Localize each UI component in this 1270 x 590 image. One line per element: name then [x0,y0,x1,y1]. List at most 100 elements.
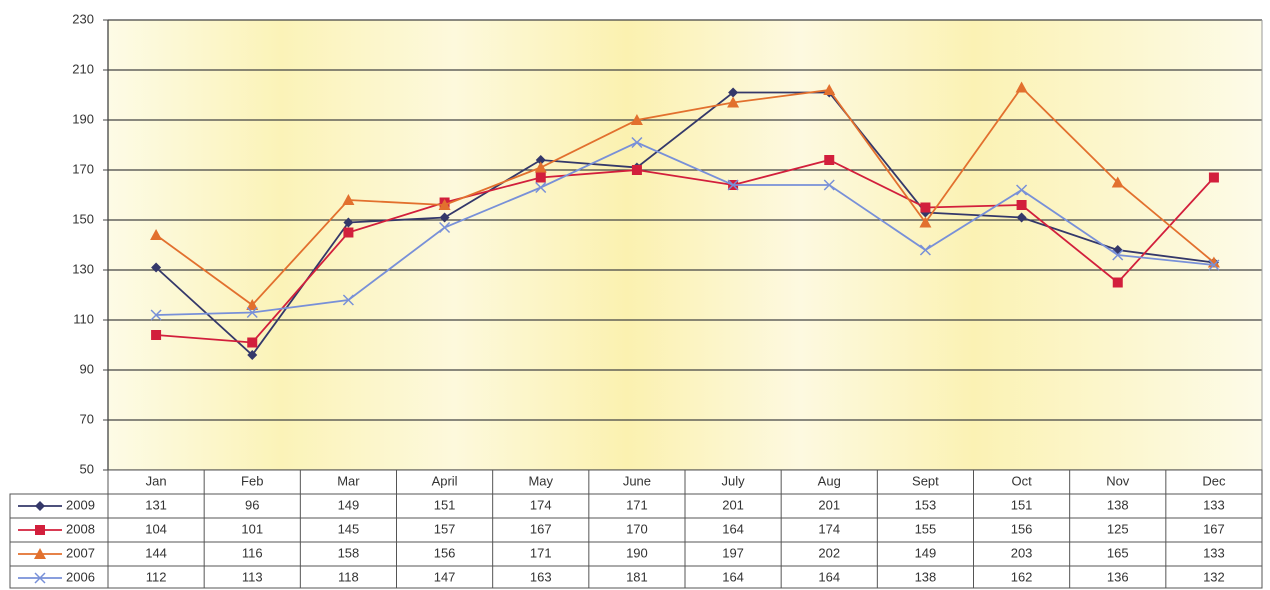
x-tick-label: April [432,473,458,488]
table-value: 167 [1203,521,1225,536]
table-value: 147 [434,569,456,584]
marker [150,309,162,321]
table-value: 156 [434,545,456,560]
marker [35,501,45,511]
table-value: 144 [145,545,167,560]
marker [728,87,739,98]
y-tick-label: 90 [80,361,94,376]
marker [1208,259,1220,271]
x-tick-label: May [528,473,553,488]
marker [1016,184,1028,196]
marker [727,179,739,191]
marker [343,227,354,238]
table-value: 96 [245,497,259,512]
table-value: 116 [242,545,263,560]
table-value: 170 [626,521,648,536]
marker [35,525,45,535]
x-tick-label: Oct [1011,473,1032,488]
x-tick-label: Dec [1202,473,1226,488]
table-value: 162 [1011,569,1033,584]
table-value: 149 [915,545,937,560]
marker [631,136,643,149]
marker [823,84,836,95]
y-tick-label: 150 [72,211,94,226]
series-line [156,159,1215,344]
marker [631,165,642,175]
table-value: 112 [146,569,167,584]
marker [919,216,932,228]
legend-label: 2007 [66,545,95,560]
marker [727,96,740,108]
table-value: 202 [818,545,840,560]
table-value: 113 [242,569,263,584]
table-value: 201 [722,497,744,512]
table-value: 125 [1107,521,1129,536]
marker [246,306,258,319]
marker [823,179,835,191]
table-value: 101 [241,521,263,536]
marker [919,244,931,256]
legend-column [9,493,109,589]
table-value: 153 [915,497,937,512]
y-tick-label: 50 [80,461,94,476]
marker [342,294,354,306]
table-value: 181 [626,569,648,584]
x-tick-label: June [623,473,651,488]
legend-label: 2006 [66,569,95,584]
marker [1112,277,1123,288]
table-value: 138 [915,569,937,584]
marker [1112,249,1124,261]
marker [247,337,258,348]
table-value: 133 [1203,497,1225,512]
x-tick-label: Feb [241,473,263,488]
marker [630,114,643,125]
table-value: 190 [626,545,648,560]
x-tick-label: July [722,473,746,488]
marker [535,181,547,194]
table-value: 151 [434,497,456,512]
table-value: 164 [818,569,840,584]
table-value: 164 [722,569,744,584]
marker [343,217,354,228]
marker [1016,212,1027,223]
marker [150,229,163,240]
table-value: 197 [722,545,744,560]
marker [1208,172,1219,183]
y-tick-label: 70 [80,411,94,426]
y-tick-label: 210 [72,61,94,76]
marker [151,330,162,340]
marker [535,155,546,165]
table-value: 158 [338,545,360,560]
table-value: 118 [338,569,359,584]
table-value: 165 [1107,545,1129,560]
x-tick-label: Jan [146,473,167,488]
y-tick-label: 170 [72,161,94,176]
table-value: 171 [530,545,552,560]
table-value: 174 [530,497,552,512]
y-tick-label: 190 [72,111,94,126]
table-value: 171 [626,497,648,512]
plot-area [108,20,1262,470]
x-tick-label: Nov [1106,473,1130,488]
marker [534,161,547,173]
table-value: 155 [915,521,937,536]
marker [1015,81,1028,93]
table-value: 136 [1107,569,1129,584]
x-tick-label: Sept [912,473,939,488]
y-tick-label: 130 [72,261,94,276]
y-tick-label: 110 [73,311,94,326]
marker [535,172,546,183]
marker [151,262,162,273]
legend-label: 2009 [66,497,95,512]
table-value: 131 [145,497,167,512]
x-tick-label: Mar [337,473,360,488]
marker [438,199,451,210]
marker [246,299,259,310]
table-value: 201 [818,497,840,512]
table-value: 133 [1203,545,1225,560]
table-value: 174 [818,521,840,536]
table-value: 151 [1011,497,1033,512]
x-tick-label: Aug [818,473,841,488]
marker [1016,200,1027,210]
